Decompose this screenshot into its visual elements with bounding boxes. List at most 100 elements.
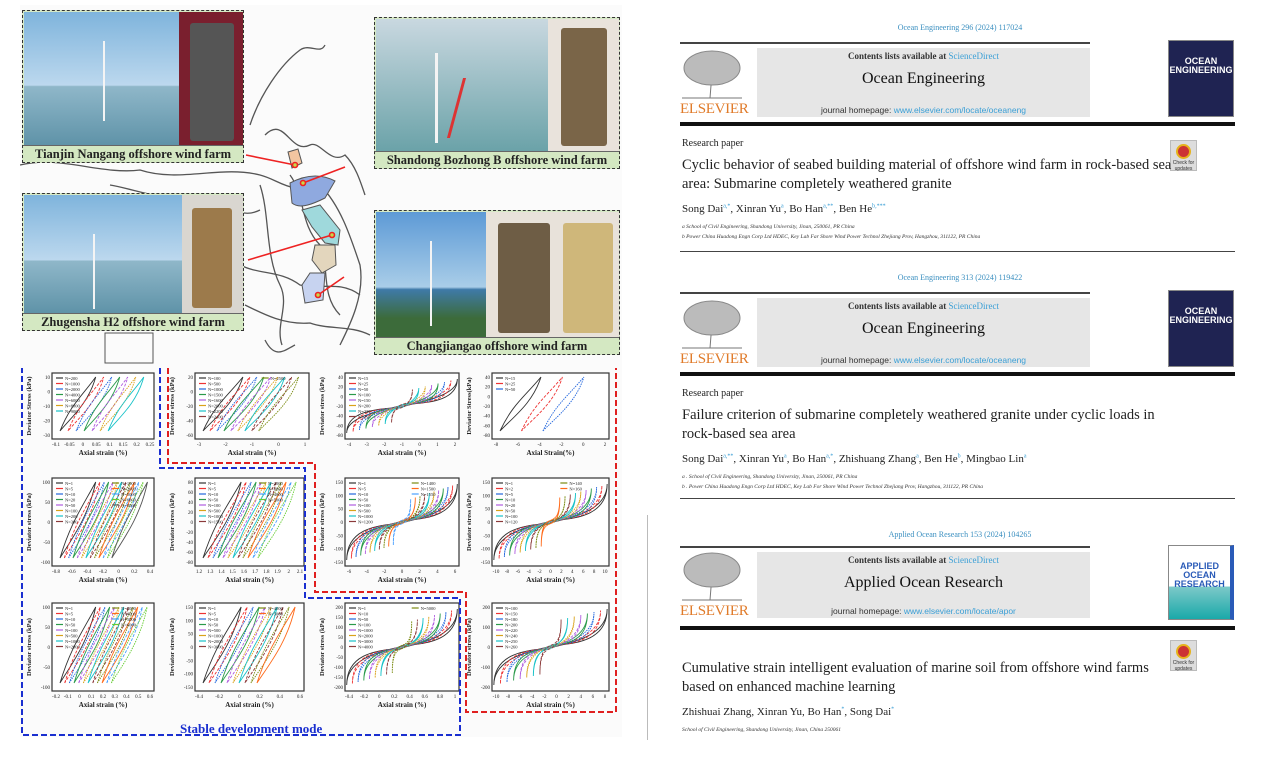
x-tick-label: 2: [560, 570, 563, 575]
author-name[interactable]: Ben He: [838, 203, 873, 215]
paper-title[interactable]: Cumulative strain intelligent evaluation…: [682, 660, 1149, 695]
x-tick-label: -0.4: [195, 695, 203, 700]
sciencedirect-link[interactable]: ScienceDirect: [948, 51, 999, 61]
author-name[interactable]: Bo Han: [789, 203, 824, 215]
journal-homepage-link[interactable]: www.elsevier.com/locate/oceaneng: [893, 355, 1027, 365]
paper-header: Ocean Engineering 313 (2024) 119422 ELSE…: [665, 265, 1255, 505]
author-name[interactable]: Song Dai: [682, 453, 724, 465]
y-tick-label: 100: [43, 481, 51, 486]
author-name[interactable]: Ben He: [924, 453, 958, 465]
wind-turbine-photo: [24, 12, 179, 145]
journal-cover[interactable]: OCEAN ENGINEERING: [1168, 290, 1234, 367]
y-axis-label: Deviator stress (kPa): [169, 377, 176, 435]
x-tick-label: -0.1: [64, 695, 72, 700]
x-tick-label: 0.4: [406, 695, 413, 700]
divider: [680, 372, 1235, 376]
x-tick-label: -0.6: [68, 570, 76, 575]
hysteresis-loop: [346, 608, 458, 686]
legend-label: N=1600: [208, 398, 224, 403]
y-tick-label: 50: [338, 508, 344, 513]
author-name[interactable]: Bo Han: [807, 706, 842, 718]
x-tick-label: -8: [494, 443, 499, 448]
legend-label: N=6000: [121, 497, 137, 502]
hysteresis-loop: [59, 481, 97, 559]
y-tick-label: 10: [45, 376, 51, 381]
citation-link[interactable]: Ocean Engineering 296 (2024) 117024: [897, 23, 1023, 32]
legend-label: N=5: [358, 486, 367, 491]
y-tick-label: 100: [186, 619, 194, 624]
legend-label: N=100: [505, 606, 518, 611]
y-tick-label: 0: [488, 395, 491, 400]
divider: [647, 515, 648, 740]
x-tick-label: 0: [277, 443, 280, 448]
y-axis-label: Deviator stress (kPa): [26, 618, 33, 676]
sciencedirect-link[interactable]: ScienceDirect: [948, 555, 999, 565]
x-axis-label: Axial strain (%): [79, 576, 128, 584]
y-axis-label: Deviator Stress(kPa): [466, 377, 473, 434]
journal-cover[interactable]: APPLIED OCEAN RESEARCH: [1168, 545, 1234, 620]
legend-label: N=5: [65, 486, 74, 491]
x-tick-label: 1.3: [207, 570, 214, 575]
citation-link[interactable]: Ocean Engineering 313 (2024) 119422: [897, 273, 1023, 282]
y-tick-label: 20: [485, 386, 491, 391]
hysteresis-loop: [386, 619, 418, 675]
legend-label: N=100: [505, 514, 518, 519]
legend-label: N=3000: [208, 644, 224, 649]
hysteresis-loop: [64, 606, 101, 684]
author-affiliation-marker: a,**: [823, 203, 834, 210]
legend-label: N=10: [65, 492, 76, 497]
x-tick-label: 0.6: [297, 695, 304, 700]
author-name[interactable]: Song Dai: [849, 706, 892, 718]
turbine-icon: [430, 241, 432, 326]
legend-label: N=9000: [65, 409, 81, 414]
x-tick-label: -8: [505, 570, 510, 575]
y-tick-label: 200: [483, 606, 491, 611]
divider: [680, 42, 1090, 44]
journal-homepage-link[interactable]: www.elsevier.com/locate/oceaneng: [893, 105, 1027, 115]
journal-cover[interactable]: OCEAN ENGINEERING: [1168, 40, 1234, 117]
legend-label: N=1000: [208, 514, 224, 519]
author-name[interactable]: Bo Han: [792, 453, 827, 465]
hysteresis-loop: [72, 481, 110, 559]
author-name[interactable]: Zhishuang Zhang: [838, 453, 917, 465]
hysteresis-loop: [539, 619, 562, 675]
author-affiliation-marker: a: [784, 453, 787, 460]
author-name[interactable]: Mingbao Lin: [966, 453, 1024, 465]
x-tick-label: 0: [582, 443, 585, 448]
y-axis-label: Deviator Stress (kPa): [26, 377, 33, 436]
paper-header: Ocean Engineering 296 (2024) 117024 ELSE…: [665, 15, 1255, 255]
author-name[interactable]: Xinran Yu: [738, 453, 785, 465]
hysteresis-loop: [67, 376, 105, 432]
paper-title[interactable]: Cyclic behavior of seabed building mater…: [682, 157, 1172, 192]
author-name[interactable]: Xinran Yu: [735, 203, 782, 215]
arrow-tianjin: [245, 154, 296, 166]
hysteresis-loop: [532, 617, 569, 677]
check-for-updates-button[interactable]: Check for updates: [1170, 140, 1197, 172]
legend-label: N=5000: [268, 611, 284, 616]
x-tick-label: 2: [288, 570, 291, 575]
journal-homepage-link[interactable]: www.elsevier.com/locate/apor: [903, 606, 1016, 616]
journal-title: Ocean Engineering: [861, 320, 986, 337]
author-name[interactable]: Xinran Yu: [756, 706, 802, 718]
contents-text: Contents lists available at: [848, 51, 949, 61]
check-for-updates-button[interactable]: Check for updates: [1170, 640, 1197, 672]
legend-label: N=2400: [208, 414, 224, 419]
plot-axes: [194, 372, 310, 440]
hysteresis-loop: [535, 495, 566, 549]
soil-sample-photo: [563, 223, 613, 333]
hysteresis-loop: [202, 376, 244, 432]
author-name[interactable]: Zhishuai Zhang: [682, 706, 752, 718]
y-tick-label: -150: [334, 561, 344, 566]
x-tick-label: 6: [592, 695, 595, 700]
hysteresis-loop: [202, 481, 242, 559]
author-name[interactable]: Song Dai: [682, 203, 724, 215]
x-tick-label: 0: [555, 695, 558, 700]
legend-label: N=5: [208, 486, 217, 491]
x-tick-label: 2: [418, 570, 421, 575]
paper-title[interactable]: Failure criterion of submarine completel…: [682, 407, 1155, 442]
citation-link[interactable]: Applied Ocean Research 153 (2024) 104265: [888, 530, 1032, 539]
sciencedirect-link[interactable]: ScienceDirect: [948, 301, 999, 311]
hysteresis-loop: [207, 481, 247, 559]
legend-label: N=500: [208, 381, 221, 386]
hysteresis-loop: [230, 376, 272, 432]
